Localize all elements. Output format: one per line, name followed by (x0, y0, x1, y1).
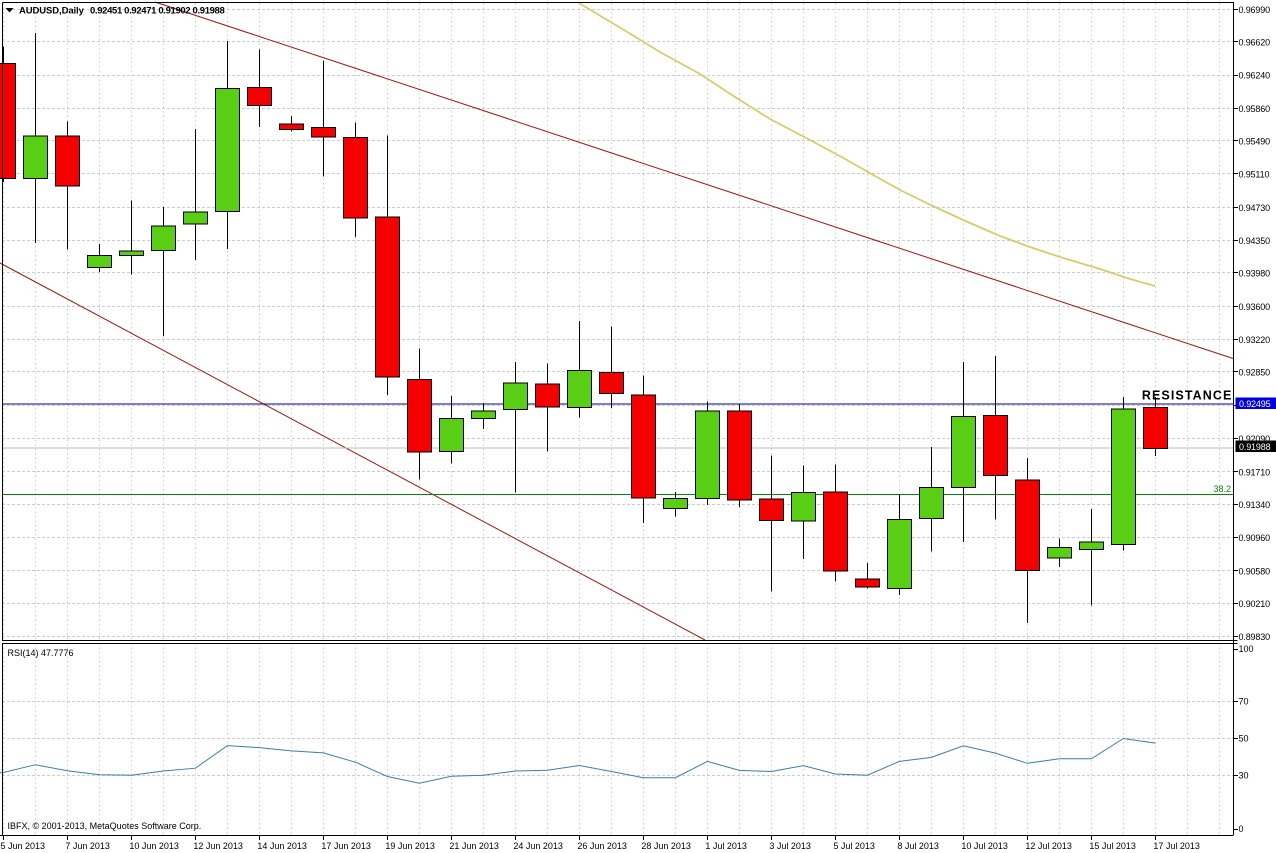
svg-text:0.93220: 0.93220 (1239, 335, 1271, 345)
svg-text:30: 30 (1239, 771, 1249, 781)
svg-text:0.95110: 0.95110 (1239, 170, 1270, 180)
svg-text:70: 70 (1239, 697, 1249, 707)
svg-text:0: 0 (1239, 824, 1244, 834)
svg-text:10 Jul 2013: 10 Jul 2013 (961, 841, 1008, 851)
svg-text:14 Jun 2013: 14 Jun 2013 (257, 841, 307, 851)
svg-text:28 Jun 2013: 28 Jun 2013 (641, 841, 691, 851)
svg-text:0.92495: 0.92495 (1239, 399, 1271, 409)
svg-text:0.89830: 0.89830 (1239, 632, 1271, 642)
svg-text:0.91340: 0.91340 (1239, 500, 1271, 510)
svg-text:0.91710: 0.91710 (1239, 467, 1271, 477)
svg-text:0.94730: 0.94730 (1239, 203, 1271, 213)
svg-text:100: 100 (1239, 644, 1254, 654)
svg-text:1 Jul 2013: 1 Jul 2013 (705, 841, 747, 851)
svg-text:26 Jun 2013: 26 Jun 2013 (577, 841, 627, 851)
svg-text:0.92850: 0.92850 (1239, 368, 1271, 378)
svg-text:0.96240: 0.96240 (1239, 71, 1271, 81)
svg-text:0.95860: 0.95860 (1239, 104, 1271, 114)
svg-text:0.93600: 0.93600 (1239, 302, 1271, 312)
svg-text:5 Jun 2013: 5 Jun 2013 (1, 841, 46, 851)
svg-text:0.95490: 0.95490 (1239, 136, 1271, 146)
svg-text:17 Jul 2013: 17 Jul 2013 (1153, 841, 1200, 851)
svg-text:3 Jul 2013: 3 Jul 2013 (769, 841, 811, 851)
svg-text:7 Jun 2013: 7 Jun 2013 (65, 841, 110, 851)
svg-text:15 Jul 2013: 15 Jul 2013 (1089, 841, 1136, 851)
svg-text:19 Jun 2013: 19 Jun 2013 (385, 841, 435, 851)
svg-text:0.93980: 0.93980 (1239, 269, 1271, 279)
svg-text:0.92451 0.92471 0.91902 0.9198: 0.92451 0.92471 0.91902 0.91988 (90, 5, 224, 16)
svg-text:50: 50 (1239, 734, 1249, 744)
svg-text:0.96990: 0.96990 (1239, 5, 1271, 15)
svg-text:5 Jul 2013: 5 Jul 2013 (833, 841, 875, 851)
svg-text:AUDUSD,Daily: AUDUSD,Daily (19, 5, 85, 16)
svg-text:12 Jul 2013: 12 Jul 2013 (1025, 841, 1072, 851)
svg-text:38.2: 38.2 (1213, 484, 1231, 494)
svg-text:21 Jun 2013: 21 Jun 2013 (449, 841, 499, 851)
svg-text:0.96620: 0.96620 (1239, 37, 1271, 47)
svg-text:0.92090: 0.92090 (1239, 434, 1271, 444)
svg-text:10 Jun 2013: 10 Jun 2013 (129, 841, 179, 851)
svg-text:12 Jun 2013: 12 Jun 2013 (193, 841, 243, 851)
svg-text:0.90210: 0.90210 (1239, 599, 1271, 609)
svg-text:0.94350: 0.94350 (1239, 236, 1271, 246)
svg-text:17 Jun 2013: 17 Jun 2013 (321, 841, 371, 851)
svg-text:24 Jun 2013: 24 Jun 2013 (513, 841, 563, 851)
svg-text:8 Jul 2013: 8 Jul 2013 (897, 841, 939, 851)
svg-text:0.90580: 0.90580 (1239, 566, 1271, 576)
svg-text:0.90960: 0.90960 (1239, 533, 1271, 543)
svg-text:RSI(14) 47.7776: RSI(14) 47.7776 (8, 648, 74, 658)
svg-text:IBFX, © 2001-2013, MetaQuotes: IBFX, © 2001-2013, MetaQuotes Software C… (8, 821, 202, 831)
svg-text:RESISTANCE: RESISTANCE (1142, 389, 1233, 403)
svg-text:0.91988: 0.91988 (1239, 442, 1271, 452)
